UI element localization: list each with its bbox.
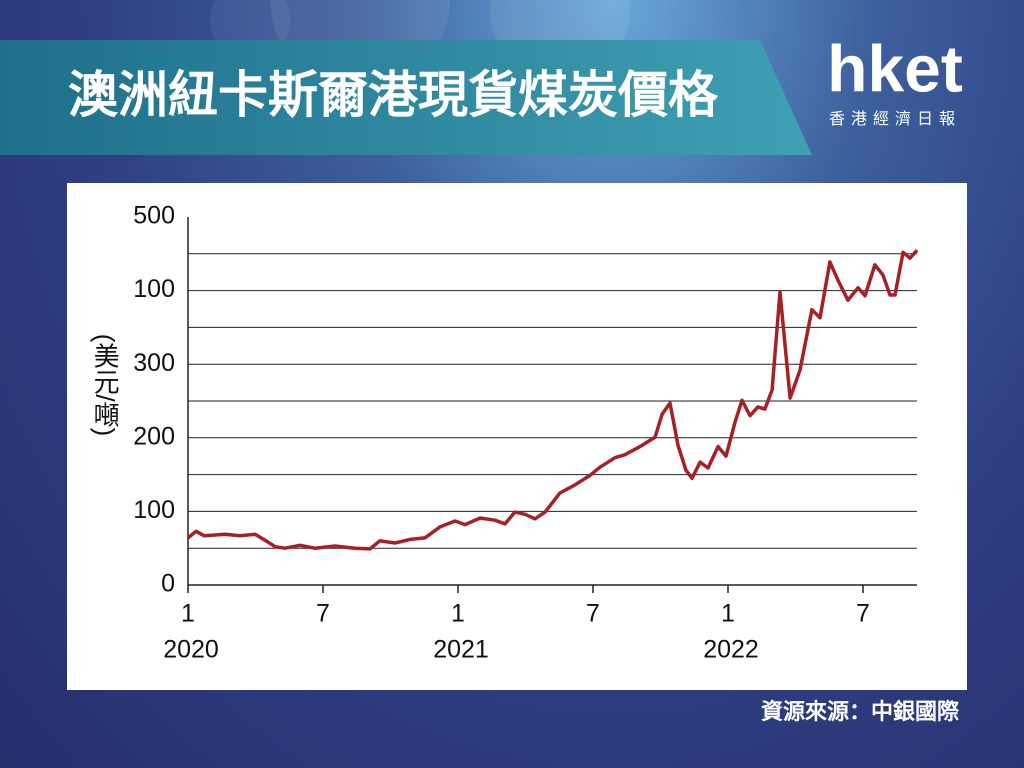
x-tick-label: 7 [316, 600, 330, 628]
logo: hket [827, 31, 963, 105]
x-tick-label: 7 [856, 600, 870, 628]
chart-title: 澳洲紐卡斯爾港現貨煤炭價格 [68, 67, 719, 123]
y-tick-label: 100 [133, 496, 175, 524]
y-tick-label: 100 [133, 275, 175, 303]
title-banner [0, 40, 812, 155]
y-tick-label: 300 [133, 349, 175, 377]
x-tick-label: 1 [721, 600, 735, 628]
x-tick-label: 1 [181, 600, 195, 628]
x-tick-label: 1 [451, 600, 465, 628]
y-tick-label: 0 [161, 570, 175, 598]
y-tick-label: 500 [133, 202, 175, 230]
year-label: 2022 [703, 636, 759, 664]
logo-subtitle: 香港經濟日報 [829, 110, 961, 128]
source: 資源來源：中銀國際 [761, 699, 960, 724]
plot-panel [67, 183, 967, 690]
y-axis-label: (美元/噸) [90, 334, 120, 437]
x-tick-label: 7 [586, 600, 600, 628]
year-label: 2021 [433, 636, 489, 664]
y-tick-label: 200 [133, 422, 175, 450]
line-series [186, 248, 919, 551]
year-label: 2020 [163, 636, 219, 664]
